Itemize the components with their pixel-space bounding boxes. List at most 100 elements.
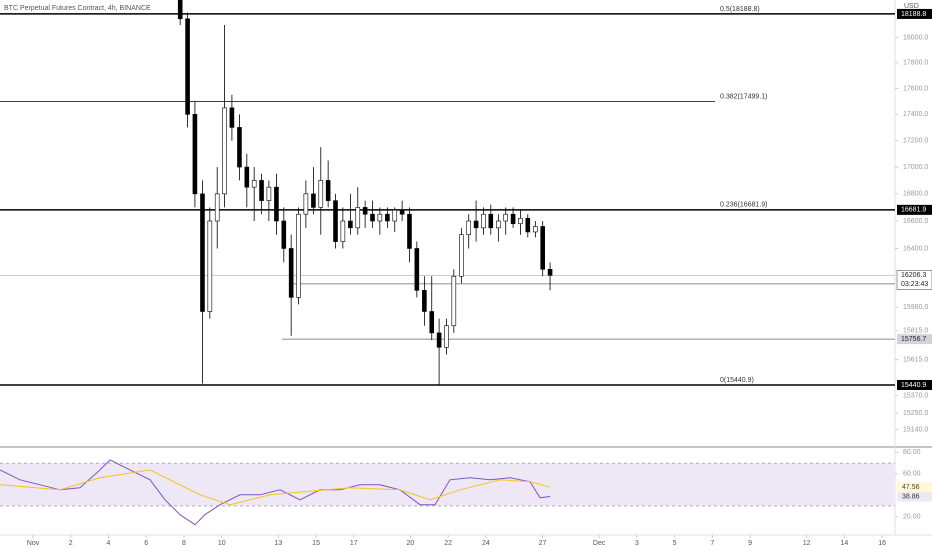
candle-body (296, 213, 301, 298)
rsi-line (0, 459, 551, 526)
y-tick-label: 16400.0 (903, 245, 928, 252)
level-tag-label: 18188.8 (901, 11, 926, 18)
x-tick-label: 14 (841, 540, 849, 547)
y-tick-label: 15980.0 (903, 304, 928, 311)
y-tick-label: 15250.0 (903, 410, 928, 417)
candle-body (370, 213, 375, 222)
candle-body (274, 186, 279, 222)
candle-body (451, 275, 457, 327)
candle-body (362, 207, 368, 215)
candle-body (436, 332, 442, 348)
candle-body (311, 193, 316, 208)
y-tick-label: 18000.0 (903, 34, 928, 41)
ray-tag (897, 334, 932, 345)
candle-body (466, 220, 472, 235)
candle-body (185, 18, 190, 115)
candle-body (192, 114, 198, 195)
candle-body (407, 213, 412, 249)
candle-body (251, 180, 257, 188)
candle-body (214, 193, 220, 222)
chart-title: BTC Perpetual Futures Contract, 4h, BINA… (4, 5, 151, 12)
rsi-tick-label: 80.00 (903, 449, 921, 456)
candle-body (259, 180, 264, 201)
candle-body (355, 207, 361, 229)
candle-body (496, 220, 501, 229)
x-tick-label: 13 (274, 540, 282, 547)
rsi-value-tag (897, 482, 932, 493)
candle-body (414, 248, 420, 291)
x-tick-label: 2 (69, 540, 73, 547)
x-tick-label: 24 (482, 540, 490, 547)
x-tick-label: 22 (444, 540, 452, 547)
candle-body (518, 217, 523, 225)
x-tick-label: 5 (673, 540, 677, 547)
y-tick-label: 17800.0 (903, 60, 928, 67)
level-tag (897, 8, 932, 19)
level-tag-label: 16681.9 (901, 207, 926, 214)
candle-body (429, 311, 435, 334)
candle-body (288, 248, 294, 298)
candle-body (318, 180, 324, 208)
x-tick-label: 16 (878, 540, 886, 547)
candle-body (533, 226, 538, 233)
y-tick-label: 15615.0 (903, 356, 928, 363)
x-tick-label: 17 (350, 540, 358, 547)
candle-body (444, 325, 449, 348)
candle-body (459, 234, 464, 277)
candle-body (399, 209, 405, 215)
x-tick-label: 6 (144, 540, 148, 547)
y-tick-label: 15370.0 (903, 392, 928, 399)
candle-body (325, 180, 331, 201)
x-tick-label: 4 (107, 540, 111, 547)
y-tick-label: 17000.0 (903, 164, 928, 171)
candle-body (488, 213, 494, 229)
candle-body (525, 217, 531, 233)
y-tick-label: 16600.0 (903, 218, 928, 225)
candle-body (207, 220, 213, 312)
candle-body (510, 213, 516, 225)
countdown-label: 03:23:43 (901, 281, 928, 288)
fib-label: 0.236(16681.9) (720, 202, 767, 209)
candle-body (422, 289, 427, 312)
candle-body (348, 220, 353, 229)
rsi-value-tag (897, 491, 932, 502)
candle-body (177, 0, 183, 20)
candle-body (385, 213, 390, 222)
rsi-line (0, 469, 551, 506)
x-tick-label: 3 (635, 540, 639, 547)
fib-label: 0(15440.9) (720, 377, 754, 384)
candle-body (244, 166, 250, 188)
x-tick-label: 20 (407, 540, 415, 547)
fib-label: 0.5(18188.8) (720, 6, 760, 13)
candle-body (237, 127, 242, 168)
x-tick-label: 12 (803, 540, 811, 547)
candle-body (540, 226, 545, 270)
last-price-label: 16206.3 (901, 272, 926, 279)
x-tick-label: Dec (593, 540, 606, 547)
candle-body (473, 220, 479, 229)
x-tick-label: 7 (710, 540, 714, 547)
candle-body (377, 213, 383, 222)
candle-body (229, 107, 235, 128)
level-tag (897, 379, 932, 390)
y-tick-label: 15815.0 (903, 328, 928, 335)
level-tag (897, 204, 932, 215)
level-tag-label: 15440.9 (901, 382, 926, 389)
y-tick-label: 17400.0 (903, 111, 928, 118)
candle-body (222, 107, 227, 195)
candle-body (281, 220, 287, 249)
candle-body (392, 209, 398, 222)
candle-body (481, 213, 486, 229)
candle-body (303, 193, 309, 215)
candle-body (200, 193, 205, 312)
last-price-tag (896, 270, 932, 290)
candle-body (340, 220, 346, 242)
rsi-value-label: 38.86 (902, 493, 920, 500)
x-tick-label: Nov (27, 540, 40, 547)
x-tick-label: 27 (539, 540, 547, 547)
rsi-tick-label: 60.00 (903, 471, 921, 478)
x-tick-label: 15 (312, 540, 320, 547)
candle-body (333, 200, 338, 242)
